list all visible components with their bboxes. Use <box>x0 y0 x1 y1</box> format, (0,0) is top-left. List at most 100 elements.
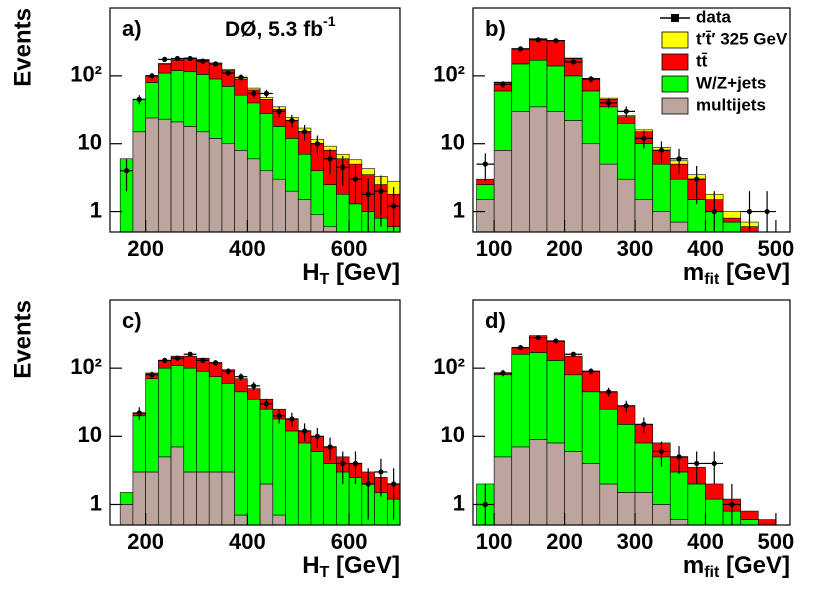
bar-segment <box>170 365 185 448</box>
bar-segment <box>158 118 172 233</box>
data-point <box>263 90 270 97</box>
bar-segment <box>297 153 312 200</box>
bar-segment <box>546 442 565 526</box>
bar-segment <box>221 471 235 526</box>
bar-segment <box>234 514 248 526</box>
x-label-main: H <box>302 259 319 286</box>
data-point <box>340 164 346 170</box>
legend-swatch <box>661 53 689 71</box>
data-point <box>676 454 682 460</box>
bar-segment <box>170 121 185 233</box>
bar-segment <box>529 106 548 233</box>
x-label-main: H <box>302 552 319 579</box>
bar-segment <box>336 193 350 233</box>
legend-label: W/Z+jets <box>696 73 766 92</box>
bar-segment <box>323 184 337 227</box>
bar-segment <box>722 211 741 219</box>
x-tick-label: 200 <box>546 529 583 554</box>
bar-segment <box>297 199 312 233</box>
data-point <box>187 351 193 357</box>
bar-segment <box>564 355 583 376</box>
bar-segment <box>581 463 601 526</box>
data-point <box>136 410 142 416</box>
bar-segment <box>323 463 337 526</box>
bar-segment <box>493 456 513 526</box>
bar-segment <box>374 492 388 526</box>
data-point <box>327 444 333 450</box>
bar-segment <box>221 86 235 145</box>
bar-segment <box>247 102 261 160</box>
bar-segment <box>158 63 172 74</box>
data-point <box>606 389 612 395</box>
legend-swatch <box>661 97 689 115</box>
data-point <box>149 73 155 79</box>
plot-area <box>476 37 776 233</box>
bar-segment <box>196 471 210 526</box>
bar-segment <box>259 483 274 526</box>
data-point <box>212 61 219 67</box>
x-label-unit: [GeV] <box>719 259 790 286</box>
bar-segment <box>476 199 495 233</box>
panel-label: b) <box>485 16 506 41</box>
bar-segment <box>564 451 583 526</box>
bar-segment <box>234 149 248 233</box>
data-point <box>276 108 282 114</box>
panel-label: d) <box>485 308 506 333</box>
bar-segment <box>669 519 689 526</box>
data-point <box>517 345 524 351</box>
bar-segment <box>546 65 565 112</box>
bar-segment <box>208 78 223 139</box>
x-tick-label: 600 <box>331 236 368 261</box>
bar-segment <box>158 367 172 458</box>
bar-segment <box>170 59 185 71</box>
x-tick-label: 200 <box>546 236 583 261</box>
x-tick-label: 100 <box>476 529 513 554</box>
data-point <box>365 481 371 487</box>
bar-segment <box>617 424 636 493</box>
bar-segment <box>348 477 363 526</box>
x-tick-label: 400 <box>687 236 724 261</box>
bar-segment <box>757 519 777 526</box>
x-tick-label: 500 <box>758 236 795 261</box>
y-tick-label: 10 <box>441 130 465 155</box>
bar-segment <box>634 143 653 200</box>
bar-segment <box>208 471 223 526</box>
bar-segment <box>145 117 159 233</box>
x-tick-label: 400 <box>687 529 724 554</box>
data-point <box>174 355 181 361</box>
data-point <box>352 460 359 467</box>
y-tick-label: 10² <box>433 62 465 87</box>
data-point <box>251 90 257 97</box>
bar-segment <box>183 355 197 369</box>
data-point <box>136 96 142 102</box>
y-tick-label: 1 <box>90 197 102 222</box>
bar-segment <box>272 126 286 180</box>
data-point <box>391 481 397 487</box>
bar-segment <box>132 415 146 473</box>
y-tick-label: 1 <box>90 490 102 515</box>
bar-segment <box>247 398 261 526</box>
data-point <box>658 448 665 455</box>
bar-segment <box>348 203 363 233</box>
bar-segment <box>476 184 495 200</box>
bar-segment <box>221 382 235 473</box>
y-tick-label: 10 <box>78 422 102 447</box>
x-label-main: m <box>683 552 704 579</box>
bar-segment <box>705 498 724 526</box>
data-point <box>553 38 559 44</box>
bar-segment <box>221 143 235 233</box>
plot-area <box>119 351 401 526</box>
data-point <box>225 70 231 76</box>
bar-segment <box>722 217 741 223</box>
x-tick-label: 600 <box>331 529 368 554</box>
x-label-sub: T <box>320 564 330 581</box>
bar-segment <box>634 442 653 493</box>
bar-segment <box>511 111 530 233</box>
bar-segment <box>493 374 513 458</box>
data-point <box>352 176 359 182</box>
data-point <box>263 401 270 407</box>
bar-segment <box>310 214 324 233</box>
data-point <box>570 59 576 65</box>
